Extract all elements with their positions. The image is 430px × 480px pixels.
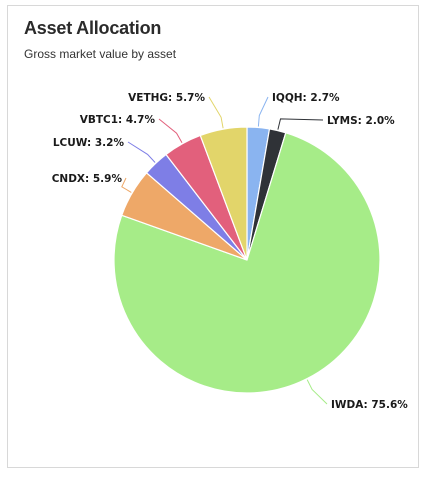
chart-title: Asset Allocation: [24, 18, 162, 38]
data-label-lcuw: LCUW: 3.2%: [53, 137, 125, 149]
data-label-vbtc1: VBTC1: 4.7%: [80, 114, 156, 126]
leader-line-lyms: [277, 118, 324, 130]
pie-slice-vethg[interactable]: [199, 126, 248, 261]
leader-line-iqqh: [257, 96, 269, 127]
data-label-vethg: VETHG: 5.7%: [128, 92, 205, 104]
leader-line-cndx: [121, 177, 132, 193]
leader-line-vethg: [208, 96, 224, 129]
chart-subtitle: Gross market value by asset: [24, 47, 177, 61]
pie-slice-iwda[interactable]: [113, 132, 381, 394]
data-label-iqqh: IQQH: 2.7%: [272, 92, 340, 104]
leader-line-vbtc1: [158, 118, 183, 144]
data-label-cndx: CNDX: 5.9%: [52, 173, 123, 185]
leader-line-lcuw: [127, 141, 156, 163]
data-label-iwda: IWDA: 75.6%: [331, 399, 408, 411]
leader-line-iwda: [306, 379, 328, 405]
data-label-lyms: LYMS: 2.0%: [327, 115, 395, 127]
